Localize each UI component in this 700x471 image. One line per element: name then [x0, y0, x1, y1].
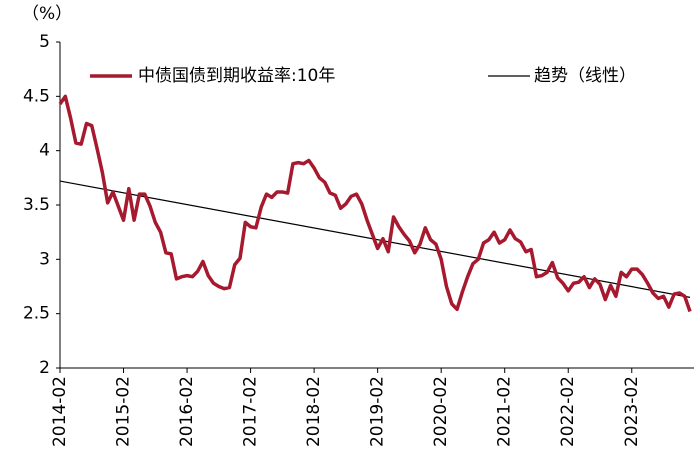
- x-tick-label: 2023-02: [622, 376, 642, 447]
- y-tick-label: 5: [39, 32, 50, 52]
- x-tick-label: 2014-02: [50, 376, 70, 447]
- x-tick-label: 2016-02: [177, 376, 197, 447]
- x-tick-label: 2015-02: [114, 376, 134, 447]
- x-tick-label: 2020-02: [431, 376, 451, 447]
- y-tick-label: 2: [39, 358, 50, 378]
- legend-label: 趋势（线性）: [534, 66, 636, 86]
- y-tick-label: 2.5: [23, 304, 50, 324]
- series-line: [58, 94, 692, 313]
- y-tick-label: 3.5: [23, 195, 50, 215]
- x-tick-label: 2022-02: [558, 376, 578, 447]
- y-axis-label: （%）: [22, 4, 72, 24]
- y-tick-label: 3: [39, 249, 50, 269]
- x-tick-label: 2018-02: [304, 376, 324, 447]
- y-tick-label: 4: [39, 141, 50, 161]
- legend-label: 中债国债到期收益率:10年: [138, 66, 335, 86]
- x-tick-label: 2017-02: [241, 376, 261, 447]
- x-tick-label: 2021-02: [495, 376, 515, 447]
- y-tick-label: 4.5: [23, 86, 50, 106]
- x-tick-label: 2019-02: [368, 376, 388, 447]
